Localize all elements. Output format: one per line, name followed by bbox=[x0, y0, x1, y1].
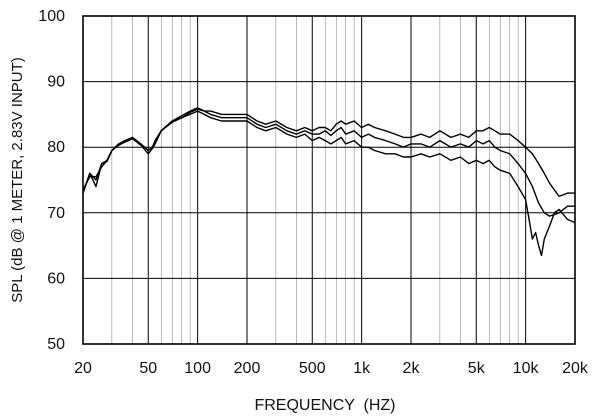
x-tick-label: 50 bbox=[139, 360, 157, 377]
x-tick-label: 5k bbox=[468, 360, 486, 377]
x-tick-label: 10k bbox=[513, 360, 540, 377]
series-line-3 bbox=[82, 110, 576, 257]
x-tick-label: 100 bbox=[184, 360, 211, 377]
y-tick-label: 70 bbox=[47, 205, 65, 222]
y-tick-label: 90 bbox=[47, 74, 65, 91]
x-axis-title: FREQUENCY (HZ) bbox=[254, 397, 395, 414]
y-tick-label: 50 bbox=[47, 336, 65, 353]
x-tick-label: 20k bbox=[562, 360, 589, 377]
series-layer bbox=[82, 107, 576, 257]
y-tick-label: 100 bbox=[38, 8, 65, 25]
x-tick-label: 500 bbox=[299, 360, 326, 377]
plot-frame bbox=[82, 15, 576, 345]
x-tick-label: 20 bbox=[74, 360, 92, 377]
x-tick-label: 200 bbox=[234, 360, 261, 377]
y-tick-labels: 50 60 70 80 90 100 bbox=[38, 8, 65, 353]
x-tick-label: 2k bbox=[403, 360, 421, 377]
y-axis-title: SPL (dB @ 1 METER, 2.83V INPUT) bbox=[9, 57, 26, 303]
y-tick-label: 60 bbox=[47, 270, 65, 287]
x-tick-labels: 20 50 100 200 500 1k 2k 5k 10k 20k bbox=[74, 360, 589, 377]
x-tick-label: 1k bbox=[353, 360, 371, 377]
series-line-2 bbox=[82, 108, 575, 217]
y-tick-label: 80 bbox=[47, 139, 65, 156]
